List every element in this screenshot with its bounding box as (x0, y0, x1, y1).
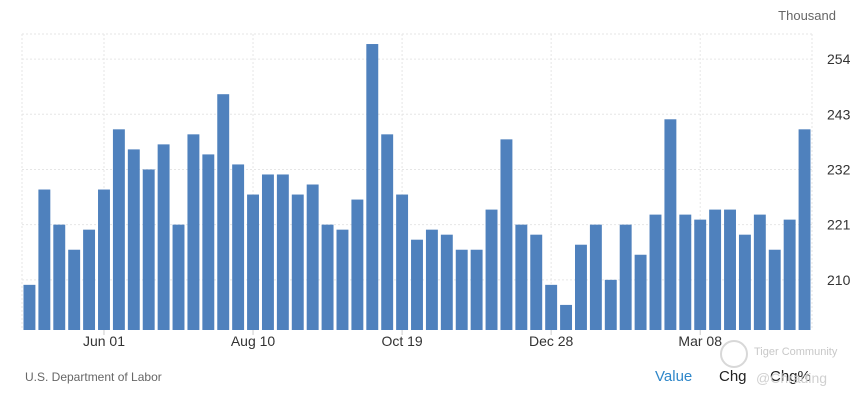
bar[interactable] (411, 239, 423, 330)
bar[interactable] (575, 244, 587, 330)
bar[interactable] (753, 214, 766, 330)
bar[interactable] (425, 229, 438, 330)
bar[interactable] (112, 129, 125, 330)
y-axis-ticks: 210 221 232 243 254 (827, 51, 851, 288)
gridlines (21, 33, 813, 330)
y-tick-label: 254 (827, 51, 851, 67)
bar[interactable] (172, 224, 185, 330)
bar[interactable] (530, 234, 543, 330)
bar[interactable] (23, 284, 36, 330)
unit-label: Thousand (778, 8, 836, 23)
chg-toggle[interactable]: Chg (719, 368, 747, 385)
bar[interactable] (306, 184, 319, 330)
bar[interactable] (619, 224, 632, 330)
bar[interactable] (738, 234, 751, 330)
bar[interactable] (589, 224, 602, 330)
bar[interactable] (351, 199, 364, 330)
value-toggle[interactable]: Value (655, 368, 693, 385)
y-tick-label: 210 (827, 272, 851, 288)
chg-percent-toggle[interactable]: Chg% (770, 368, 811, 385)
bar[interactable] (291, 194, 304, 330)
x-axis-ticks: Jun 01 Aug 10 Oct 19 Dec 28 Mar 08 (83, 330, 722, 349)
bar[interactable] (709, 209, 722, 330)
bar[interactable] (53, 224, 66, 330)
bar[interactable] (724, 209, 736, 330)
bar[interactable] (798, 129, 811, 330)
bar[interactable] (276, 174, 289, 330)
bar[interactable] (232, 164, 245, 330)
bar[interactable] (694, 219, 707, 330)
bar[interactable] (187, 134, 200, 330)
x-tick-label: Jun 01 (83, 333, 125, 349)
bar[interactable] (202, 154, 215, 330)
bar[interactable] (768, 249, 781, 330)
x-tick-label: Oct 19 (381, 333, 422, 349)
bar[interactable] (396, 194, 409, 330)
bar[interactable] (366, 44, 379, 330)
x-tick-label: Dec 28 (529, 333, 574, 349)
bar[interactable] (127, 149, 140, 330)
bar[interactable] (783, 219, 796, 330)
bar[interactable] (679, 214, 692, 330)
x-tick-label: Aug 10 (231, 333, 276, 349)
bar[interactable] (604, 279, 617, 330)
bar[interactable] (83, 229, 96, 330)
bar[interactable] (142, 169, 155, 330)
bar[interactable] (455, 249, 468, 330)
y-tick-label: 221 (827, 217, 851, 233)
bar[interactable] (664, 119, 677, 330)
bar[interactable] (261, 174, 274, 330)
bar[interactable] (440, 234, 453, 330)
source-label: U.S. Department of Labor (25, 370, 162, 384)
bar[interactable] (515, 224, 528, 330)
bar[interactable] (485, 209, 498, 330)
bar[interactable] (157, 144, 170, 330)
bar[interactable] (217, 94, 230, 330)
y-tick-label: 232 (827, 161, 851, 177)
bar[interactable] (336, 229, 349, 330)
bar[interactable] (634, 254, 647, 330)
bar[interactable] (98, 189, 110, 330)
y-tick-label: 243 (827, 106, 851, 122)
bar[interactable] (560, 304, 573, 330)
bar[interactable] (649, 214, 662, 330)
bar[interactable] (321, 224, 334, 330)
bar[interactable] (381, 134, 394, 330)
x-tick-label: Mar 08 (678, 333, 722, 349)
bar[interactable] (500, 139, 513, 330)
bar[interactable] (247, 194, 259, 330)
bars (23, 44, 811, 330)
bar[interactable] (470, 249, 483, 330)
bar[interactable] (38, 189, 51, 330)
bar[interactable] (545, 284, 558, 330)
bar[interactable] (68, 249, 81, 330)
